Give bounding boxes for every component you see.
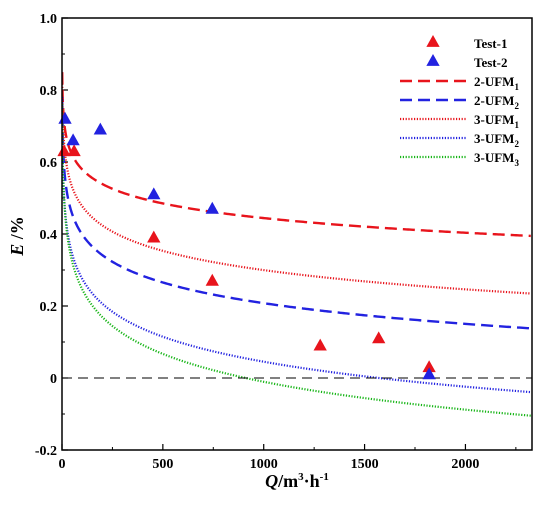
legend-marker (426, 35, 440, 47)
legend: Test-1 Test-2 2-UFM12-UFM23-UFM13-UFM23-UF… (400, 35, 519, 168)
legend-label: 2-UFM2 (474, 93, 519, 111)
axis-ticks (61, 17, 517, 451)
legend-marker (426, 54, 440, 66)
model-curve (62, 72, 531, 238)
data-point (313, 338, 327, 351)
x-tick-label: 2000 (451, 457, 479, 472)
data-point (372, 331, 386, 344)
y-tick-label: 1.0 (40, 12, 58, 27)
data-point (147, 230, 161, 243)
data-point (205, 201, 219, 214)
data-point (147, 187, 161, 200)
model-curve (62, 78, 531, 295)
data-point (66, 133, 80, 146)
y-tick-label: 0.2 (40, 300, 58, 315)
data-point (58, 111, 72, 124)
legend-label: 3-UFM3 (474, 150, 519, 168)
data-point (57, 144, 71, 157)
data-point (422, 367, 436, 380)
x-axis-title: Q/m3·h-1 (265, 471, 329, 491)
legend-label: 3-UFM1 (474, 112, 519, 130)
y-axis-title: E /% (7, 216, 27, 257)
y-tick-label: 0 (50, 372, 57, 387)
x-tick-label: 1500 (351, 457, 379, 472)
x-tick-label: 0 (59, 457, 66, 472)
y-tick-label: 0.4 (40, 228, 58, 243)
model-curve (62, 97, 531, 330)
y-tick-label: 0.8 (40, 84, 58, 99)
plot-frame (61, 17, 533, 451)
data-point (93, 122, 107, 135)
model-curve (62, 112, 531, 394)
model-curves (62, 72, 531, 417)
legend-label: 2-UFM1 (474, 74, 519, 92)
tick-labels: 0 500 1000 1500 2000-0.200.20.40.60.81.0 (35, 12, 480, 472)
data-point (205, 273, 219, 286)
model-curve (62, 103, 531, 417)
y-tick-label: -0.2 (35, 444, 57, 459)
data-point (67, 144, 81, 157)
data-point (422, 360, 436, 373)
x-tick-label: 1000 (250, 457, 278, 472)
legend-label: Test-1 (474, 36, 507, 51)
legend-label: Test-2 (474, 55, 507, 70)
test-markers (57, 111, 436, 380)
y-tick-label: 0.6 (40, 156, 58, 171)
legend-label: 3-UFM2 (474, 131, 519, 149)
x-tick-label: 500 (152, 457, 173, 472)
